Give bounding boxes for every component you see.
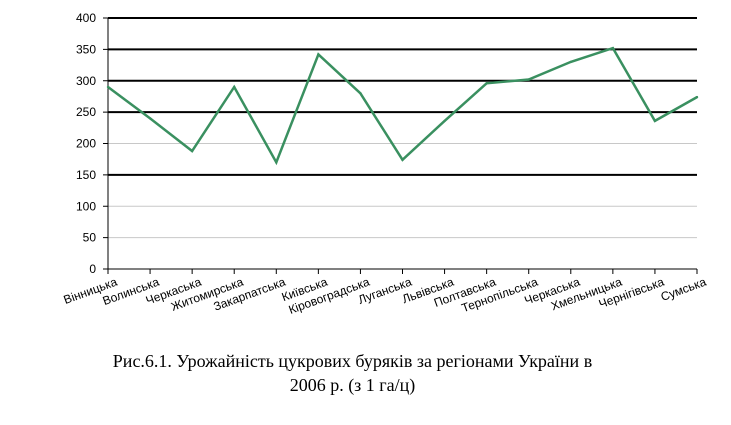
figure-caption-line-1: Рис.6.1. Урожайність цукрових буряків за…: [112, 351, 593, 371]
data-point: [653, 119, 657, 123]
y-tick-label: 400: [76, 11, 96, 25]
axes: [103, 17, 698, 274]
data-point: [611, 46, 615, 50]
data-point: [695, 95, 699, 99]
x-tick-label: Сумська: [659, 275, 708, 304]
y-tick-label: 200: [76, 137, 96, 151]
data-point: [527, 78, 530, 81]
x-tick-labels: ВінницькаВолинськаЧеркаськаЖитомирськаЗа…: [62, 275, 709, 317]
data-point: [106, 85, 110, 89]
gridlines: [108, 17, 697, 239]
data-point: [569, 60, 572, 64]
y-tick-label: 100: [76, 199, 96, 213]
data-series: [106, 46, 699, 166]
y-tick-label: 350: [76, 42, 96, 56]
y-tick-labels: 0 50 100 150 200 250 300 350 400: [76, 11, 96, 276]
data-point: [443, 119, 446, 123]
y-tick-label: 150: [76, 168, 96, 182]
figure-caption-line-2: 2006 р. (з 1 га/ц): [289, 375, 416, 395]
data-point: [233, 85, 236, 89]
line-chart: 0 50 100 150 200 250 300 350 400 ВінницькаВолинс…: [62, 11, 709, 317]
data-point: [485, 82, 488, 85]
data-point: [275, 161, 278, 164]
data-point: [317, 53, 320, 56]
y-tick-label: 250: [76, 105, 96, 119]
data-point: [359, 92, 362, 95]
data-point: [148, 117, 152, 120]
data-point: [401, 158, 404, 162]
data-point: [190, 149, 194, 153]
series-line: [107, 46, 698, 166]
y-tick-label: 50: [83, 231, 97, 245]
y-tick-label: 300: [76, 74, 96, 88]
y-tick-label: 0: [89, 262, 96, 276]
